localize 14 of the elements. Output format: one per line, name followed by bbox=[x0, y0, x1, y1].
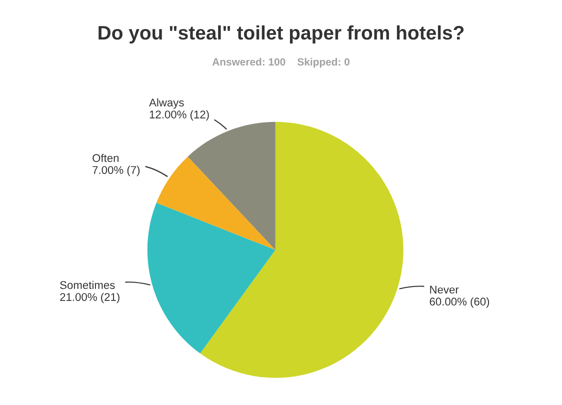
slice-label: Sometimes bbox=[60, 280, 115, 290]
pie-slice bbox=[156, 156, 276, 250]
pie-slice bbox=[200, 122, 404, 378]
pie-slice bbox=[188, 122, 276, 250]
slice-label: Always bbox=[149, 98, 184, 109]
pie-slice bbox=[147, 202, 276, 354]
chart-title: Do you "steal" toilet paper from hotels? bbox=[98, 25, 464, 44]
data-label: 60.00% (60) bbox=[430, 297, 490, 308]
chart-subtitle: Answered: 100 Skipped: 0 bbox=[212, 58, 350, 68]
data-label: 21.00% (21) bbox=[60, 292, 120, 304]
data-label: 12.00% (12) bbox=[150, 110, 209, 121]
data-label: 7.00% (7) bbox=[92, 166, 140, 176]
slice-label: Often bbox=[92, 154, 119, 162]
slice-label: Never bbox=[430, 286, 459, 294]
